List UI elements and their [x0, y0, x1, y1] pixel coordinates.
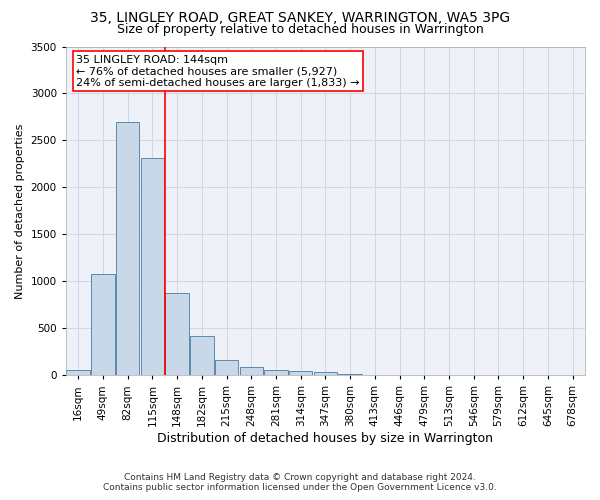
Bar [338, 374, 362, 376]
Text: Size of property relative to detached houses in Warrington: Size of property relative to detached ho… [116, 22, 484, 36]
Bar [289, 370, 313, 376]
Y-axis label: Number of detached properties: Number of detached properties [15, 123, 25, 298]
Text: Contains HM Land Registry data © Crown copyright and database right 2024.
Contai: Contains HM Land Registry data © Crown c… [103, 473, 497, 492]
Bar [166, 292, 189, 376]
Bar [190, 336, 214, 376]
Bar [116, 122, 139, 376]
Text: 35, LINGLEY ROAD, GREAT SANKEY, WARRINGTON, WA5 3PG: 35, LINGLEY ROAD, GREAT SANKEY, WARRINGT… [90, 12, 510, 26]
Bar [239, 367, 263, 376]
Bar [264, 370, 288, 376]
Bar [314, 372, 337, 376]
Bar [140, 158, 164, 376]
Bar [67, 370, 90, 376]
Text: 35 LINGLEY ROAD: 144sqm
← 76% of detached houses are smaller (5,927)
24% of semi: 35 LINGLEY ROAD: 144sqm ← 76% of detache… [76, 54, 360, 88]
Bar [91, 274, 115, 376]
X-axis label: Distribution of detached houses by size in Warrington: Distribution of detached houses by size … [157, 432, 493, 445]
Bar [215, 360, 238, 376]
